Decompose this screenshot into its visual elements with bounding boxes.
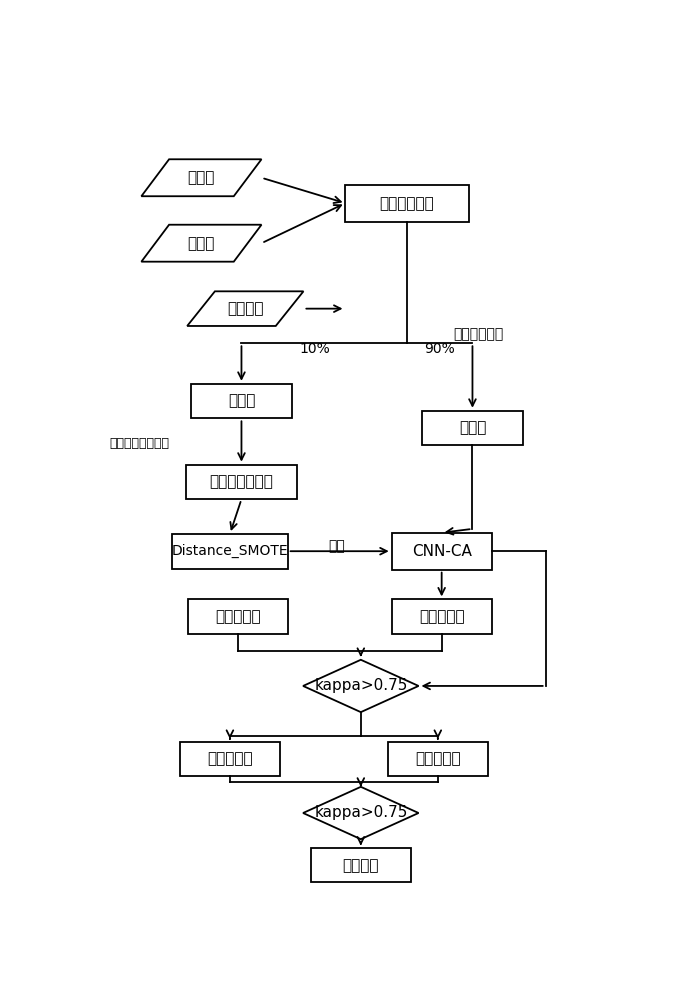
Text: 驱动因子: 驱动因子 [227,301,263,316]
Bar [311,848,411,882]
Text: 土地利用数据: 土地利用数据 [379,196,434,211]
Text: 均衡到不同数量级: 均衡到不同数量级 [110,437,170,450]
Bar [388,742,488,776]
Text: 最优均衡数据集: 最优均衡数据集 [209,474,274,489]
Text: 测试集: 测试集 [459,420,486,436]
Bar [186,465,297,499]
Bar [172,534,287,569]
Polygon shape [303,660,418,712]
Polygon shape [141,225,261,262]
Bar [187,599,287,634]
Bar [392,599,492,634]
Polygon shape [303,787,418,839]
Bar [423,411,523,445]
Text: 训练集: 训练集 [228,394,255,409]
Bar [346,185,469,222]
Bar [180,742,280,776]
Text: 模拟第二期: 模拟第二期 [419,609,464,624]
Text: 实际第三期: 实际第三期 [207,752,252,767]
Text: 训练: 训练 [328,539,344,553]
Text: 实际第二期: 实际第二期 [215,609,261,624]
Text: CNN-CA: CNN-CA [412,544,471,559]
Text: kappa>0.75: kappa>0.75 [314,678,407,693]
Polygon shape [187,291,303,326]
Text: kappa>0.75: kappa>0.75 [314,806,407,820]
Bar [191,384,292,418]
Text: 模拟未来: 模拟未来 [342,858,379,873]
Text: 90%: 90% [424,342,455,356]
Bar [392,533,492,570]
Text: 10%: 10% [299,342,330,356]
Text: 第二期: 第二期 [188,236,215,251]
Text: 分层随机抽样: 分层随机抽样 [453,327,504,341]
Polygon shape [141,159,261,196]
Text: Distance_SMOTE: Distance_SMOTE [172,544,288,558]
Text: 模拟第三期: 模拟第三期 [415,752,460,767]
Text: 第一期: 第一期 [188,170,215,185]
